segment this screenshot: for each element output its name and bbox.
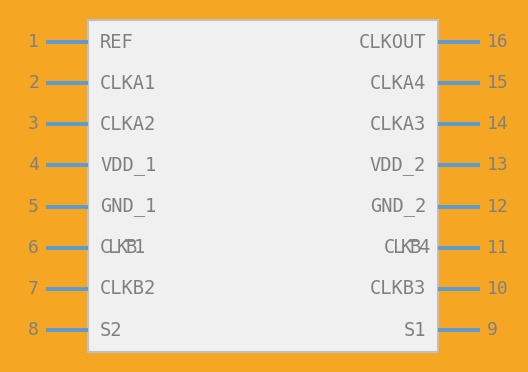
Text: GND_2: GND_2 [370, 197, 426, 216]
Text: S1: S1 [403, 321, 426, 340]
Text: B: B [125, 238, 136, 257]
Text: L: L [392, 238, 404, 257]
Text: 1: 1 [134, 238, 145, 257]
Text: CLKB3: CLKB3 [370, 279, 426, 298]
Text: 5: 5 [28, 198, 39, 215]
Text: 14: 14 [487, 115, 509, 133]
Text: 13: 13 [487, 157, 509, 174]
Text: 8: 8 [28, 321, 39, 339]
Text: K: K [401, 238, 412, 257]
Text: 6: 6 [28, 239, 39, 257]
Text: 3: 3 [28, 115, 39, 133]
Text: GND_1: GND_1 [100, 197, 156, 216]
Text: 4: 4 [418, 238, 429, 257]
Text: CLKA2: CLKA2 [100, 115, 156, 134]
Text: 7: 7 [28, 280, 39, 298]
Text: REF: REF [100, 32, 134, 51]
Text: 15: 15 [487, 74, 509, 92]
Text: VDD_1: VDD_1 [100, 156, 156, 175]
Text: CLKA3: CLKA3 [370, 115, 426, 134]
Text: 9: 9 [487, 321, 498, 339]
Text: CLKA1: CLKA1 [100, 74, 156, 93]
Text: S2: S2 [100, 321, 122, 340]
Bar [88, 20, 438, 352]
Text: 10: 10 [487, 280, 509, 298]
Text: K: K [117, 238, 128, 257]
Text: CLKA4: CLKA4 [370, 74, 426, 93]
Text: 4: 4 [28, 157, 39, 174]
Text: CLKOUT: CLKOUT [359, 32, 426, 51]
Text: 12: 12 [487, 198, 509, 215]
Text: B: B [409, 238, 420, 257]
Text: L: L [108, 238, 120, 257]
Text: 11: 11 [487, 239, 509, 257]
Text: 1: 1 [28, 33, 39, 51]
Text: C: C [384, 238, 395, 257]
Text: 2: 2 [28, 74, 39, 92]
Text: CLKB2: CLKB2 [100, 279, 156, 298]
Text: C: C [100, 238, 111, 257]
Text: 16: 16 [487, 33, 509, 51]
Text: VDD_2: VDD_2 [370, 156, 426, 175]
